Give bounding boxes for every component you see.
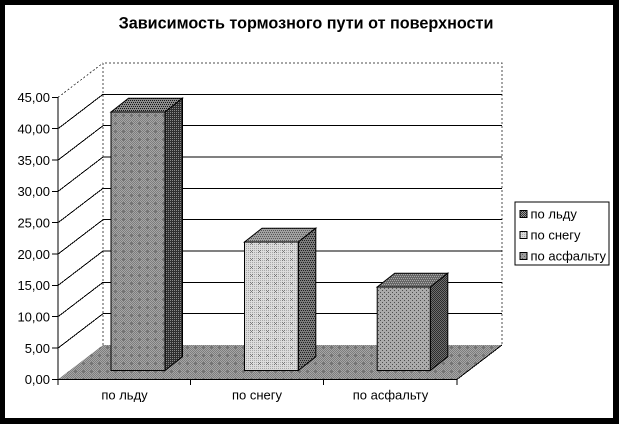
svg-text:0,00: 0,00 — [25, 372, 50, 387]
svg-text:по асфальту: по асфальту — [531, 249, 607, 264]
svg-text:25,00: 25,00 — [17, 216, 50, 231]
svg-text:35,00: 35,00 — [17, 153, 50, 168]
svg-text:по льду: по льду — [101, 388, 148, 403]
svg-text:по асфальту: по асфальту — [353, 388, 429, 403]
svg-text:5,00: 5,00 — [25, 341, 50, 356]
svg-text:по снегу: по снегу — [531, 228, 582, 243]
svg-text:Зависимость тормозного пути от: Зависимость тормозного пути от поверхнос… — [119, 15, 494, 33]
svg-text:45,00: 45,00 — [17, 90, 50, 105]
svg-text:20,00: 20,00 — [17, 247, 50, 262]
svg-text:по снегу: по снегу — [232, 388, 283, 403]
svg-text:по льду: по льду — [531, 207, 578, 222]
svg-text:15,00: 15,00 — [17, 278, 50, 293]
svg-text:30,00: 30,00 — [17, 184, 50, 199]
svg-text:40,00: 40,00 — [17, 122, 50, 137]
svg-text:10,00: 10,00 — [17, 310, 50, 325]
